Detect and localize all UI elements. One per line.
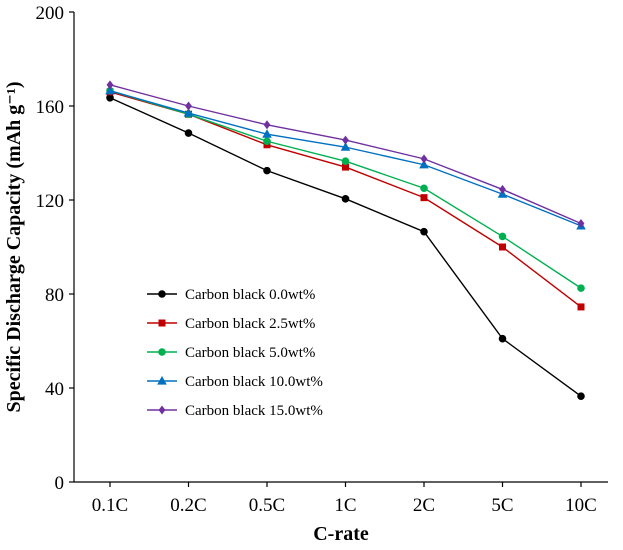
data-point (420, 194, 428, 202)
x-tick-label: 1C (334, 495, 356, 516)
legend-item: Carbon black 0.0wt% (147, 287, 315, 303)
x-tick-label: 0.1C (92, 495, 128, 516)
legend-item: Carbon black 10.0wt% (147, 374, 323, 390)
legend-label: Carbon black 10.0wt% (185, 374, 323, 390)
x-axis-ticks: 0.1C 0.2C 0.5C 1C 2C 5C 10C (92, 482, 597, 516)
series-line (109, 90, 582, 289)
series-4 (105, 85, 586, 230)
data-point (106, 93, 114, 102)
x-tick-label: 0.2C (170, 495, 206, 516)
data-point (420, 227, 428, 236)
legend-marker (158, 290, 166, 298)
data-point (499, 184, 506, 194)
data-point (262, 129, 272, 138)
data-point (342, 163, 349, 171)
data-point (341, 157, 350, 166)
data-point (419, 159, 429, 169)
x-tick-label: 5C (491, 495, 513, 516)
legend-item: Carbon black 2.5wt% (147, 316, 315, 332)
legend-item: Carbon black 15.0wt% (147, 403, 323, 419)
data-point (184, 129, 193, 137)
data-point (263, 166, 271, 175)
data-point (263, 120, 271, 130)
legend-item: Carbon black 5.0wt% (147, 345, 315, 361)
y-tick-label: 120 (36, 191, 65, 212)
series-1 (106, 93, 585, 401)
data-point (577, 219, 585, 228)
data-point (185, 101, 192, 111)
data-point (340, 142, 351, 151)
x-tick-label: 0.5C (249, 495, 285, 516)
data-point (498, 232, 507, 241)
data-point (420, 154, 428, 164)
data-point (183, 108, 194, 117)
data-point (577, 303, 585, 311)
legend-label: Carbon black 2.5wt% (185, 316, 315, 332)
data-point (498, 334, 507, 343)
x-axis-title: C-rate (313, 523, 369, 545)
series-line (109, 84, 582, 225)
data-point (420, 184, 428, 193)
series-group (105, 80, 586, 401)
data-point (106, 80, 114, 90)
data-point (342, 135, 349, 145)
data-point (499, 243, 506, 251)
series-5 (106, 80, 585, 228)
x-tick-label: 10C (565, 495, 597, 516)
legend-label: Carbon black 5.0wt% (185, 345, 315, 361)
y-axis-ticks: 0 40 80 120 160 200 (36, 3, 74, 494)
y-tick-label: 200 (36, 3, 65, 24)
data-point (341, 195, 350, 203)
legend-marker (158, 405, 166, 415)
data-point (577, 284, 585, 292)
data-point (577, 392, 585, 401)
y-tick-label: 0 (55, 473, 65, 494)
legend-marker (157, 376, 167, 385)
y-axis-title: Specific Discharge Capacity (mAh g⁻¹) (3, 82, 25, 413)
legend-label: Carbon black 15.0wt% (185, 403, 323, 419)
y-tick-label: 160 (36, 97, 65, 118)
series-3 (106, 86, 585, 292)
data-point (105, 85, 115, 95)
y-tick-label: 80 (45, 285, 64, 306)
data-point (263, 137, 271, 146)
legend: Carbon black 0.0wt% Carbon black 2.5wt% Ca… (147, 287, 323, 419)
y-tick-label: 40 (45, 379, 64, 400)
legend-marker (158, 348, 166, 356)
legend-marker (158, 319, 166, 327)
legend-label: Carbon black 0.0wt% (185, 287, 315, 303)
x-tick-label: 2C (413, 495, 435, 516)
